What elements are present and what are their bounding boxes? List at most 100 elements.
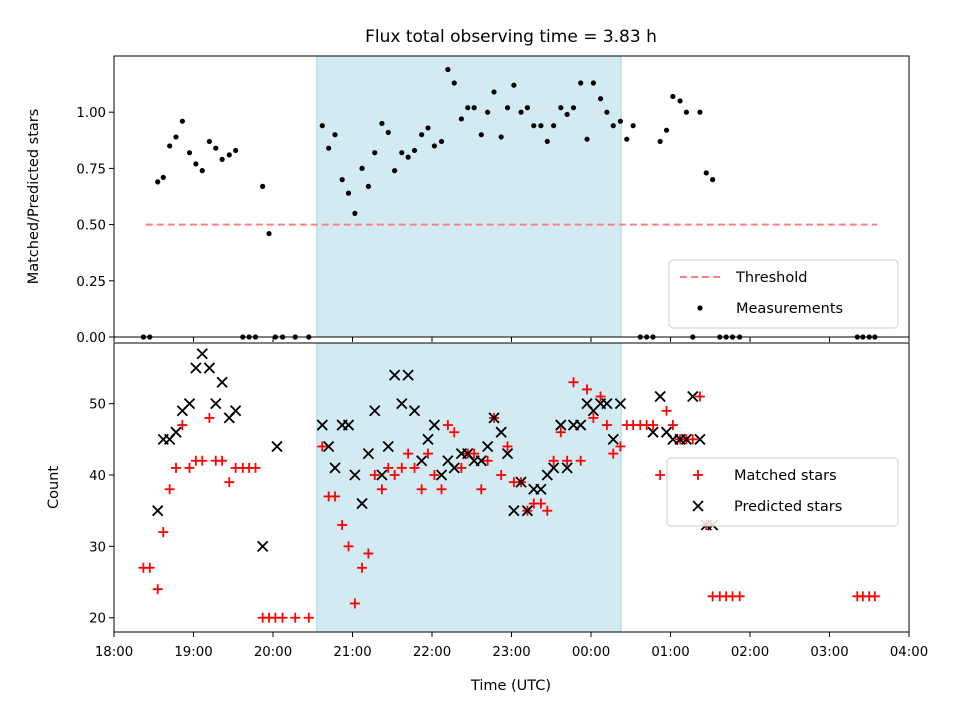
predicted-point-b bbox=[495, 426, 507, 438]
predicted-point bbox=[356, 497, 368, 510]
matched-point bbox=[217, 455, 228, 466]
predicted-point-b bbox=[329, 462, 341, 474]
measurement-point bbox=[319, 123, 325, 129]
x-tick-label: 21:00 bbox=[333, 645, 371, 660]
matched-point bbox=[277, 612, 288, 623]
matched-point bbox=[615, 441, 626, 452]
predicted-point bbox=[408, 405, 421, 417]
predicted-point-b bbox=[462, 447, 474, 460]
top-observing-span bbox=[316, 56, 622, 337]
measurement-point bbox=[193, 161, 199, 167]
matched-point bbox=[655, 470, 666, 481]
predicted-point bbox=[535, 483, 547, 495]
matched-point bbox=[337, 519, 348, 530]
predicted-point-b bbox=[152, 505, 164, 517]
matched-point bbox=[363, 548, 374, 559]
predicted-point bbox=[488, 412, 500, 424]
predicted-point bbox=[257, 540, 269, 553]
top-y-axis-label: Matched/Predicted stars bbox=[26, 109, 42, 285]
x-tick-label: 18:00 bbox=[95, 645, 133, 660]
predicted-point bbox=[323, 440, 335, 453]
predicted-point-b bbox=[196, 348, 208, 360]
measurement-point bbox=[485, 109, 491, 115]
matched-point bbox=[343, 541, 354, 552]
predicted-point bbox=[647, 426, 659, 438]
matched-point bbox=[562, 455, 573, 466]
x-tick-label: 02:00 bbox=[731, 645, 769, 660]
matched-point bbox=[502, 441, 513, 452]
predicted-point bbox=[210, 398, 222, 410]
measurement-point bbox=[155, 179, 161, 185]
predicted-point-b bbox=[442, 455, 454, 467]
matched-point bbox=[535, 498, 546, 509]
matched-point bbox=[250, 462, 261, 473]
measurement-point bbox=[213, 145, 219, 151]
predicted-point-b bbox=[356, 497, 368, 510]
bottom-y-axis-label: Count bbox=[46, 466, 62, 509]
matched-point bbox=[734, 591, 745, 602]
matched-point bbox=[409, 462, 420, 473]
bottom-series-predicted-stars bbox=[152, 348, 719, 553]
predicted-point bbox=[422, 433, 434, 445]
matched-point bbox=[548, 455, 559, 466]
top-y-tick-label: 0.00 bbox=[76, 331, 106, 346]
measurement-point bbox=[610, 123, 616, 129]
predicted-point-b bbox=[229, 405, 242, 417]
matched-point bbox=[442, 420, 453, 431]
matched-point bbox=[204, 412, 215, 423]
predicted-point bbox=[229, 405, 242, 417]
predicted-point bbox=[495, 426, 507, 438]
predicted-point bbox=[349, 469, 361, 481]
matched-point bbox=[164, 484, 175, 495]
predicted-point bbox=[614, 398, 627, 410]
predicted-point-b bbox=[501, 447, 514, 460]
measurement-point bbox=[173, 134, 179, 140]
bottom-observing-span bbox=[316, 343, 622, 632]
measurement-point bbox=[597, 96, 604, 102]
measurement-point bbox=[385, 129, 391, 136]
predicted-point bbox=[388, 369, 401, 381]
predicted-point-b bbox=[388, 369, 401, 381]
predicted-point bbox=[654, 390, 666, 403]
predicted-point-b bbox=[382, 440, 394, 453]
matched-point bbox=[469, 448, 480, 459]
predicted-point bbox=[482, 440, 494, 453]
predicted-point bbox=[196, 348, 208, 360]
matched-point bbox=[357, 562, 368, 573]
matched-point bbox=[416, 484, 427, 495]
bottom-y-tick-label: 50 bbox=[89, 398, 106, 413]
predicted-point-b bbox=[362, 447, 375, 460]
matched-point bbox=[555, 427, 566, 438]
x-tick-label: 00:00 bbox=[572, 645, 610, 660]
matched-point bbox=[476, 484, 487, 495]
measurement-point bbox=[352, 210, 358, 216]
matched-point bbox=[575, 455, 586, 466]
predicted-point-b bbox=[647, 426, 659, 438]
predicted-point-b bbox=[614, 398, 627, 410]
matched-point bbox=[869, 591, 880, 602]
matched-point bbox=[667, 420, 678, 431]
predicted-point bbox=[515, 476, 527, 488]
matched-point bbox=[648, 420, 659, 431]
predicted-point bbox=[435, 469, 448, 481]
top-legend-box bbox=[668, 259, 899, 329]
measurement-point bbox=[617, 118, 624, 124]
measurement-point bbox=[425, 125, 431, 131]
top-y-tick-label: 0.25 bbox=[76, 275, 106, 290]
predicted-point-b bbox=[680, 433, 693, 445]
x-tick-label: 20:00 bbox=[254, 645, 292, 660]
measurement-point bbox=[584, 136, 590, 142]
predicted-point-b bbox=[416, 455, 428, 467]
predicted-point bbox=[475, 455, 487, 467]
matched-point bbox=[542, 505, 553, 516]
predicted-point-b bbox=[316, 419, 328, 431]
predicted-point-b bbox=[408, 405, 421, 417]
matched-point bbox=[482, 455, 493, 466]
predicted-point-b bbox=[660, 426, 673, 438]
measurement-point bbox=[710, 177, 716, 183]
legend-label: Threshold bbox=[735, 270, 807, 286]
measurement-point bbox=[478, 132, 484, 138]
measurement-point bbox=[578, 80, 584, 86]
measurement-point bbox=[465, 105, 471, 111]
